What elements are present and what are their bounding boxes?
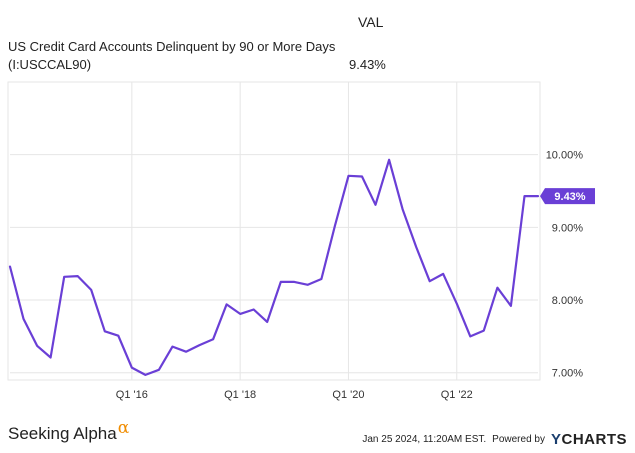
value-column-header: VAL	[358, 14, 384, 30]
y-tick-label: 7.00%	[552, 368, 583, 380]
ycharts-logo-initial: Y	[550, 431, 562, 448]
series-current-value: 9.43%	[349, 57, 386, 72]
series-line[interactable]	[8, 158, 540, 376]
x-tick-label: Q1 '22	[441, 389, 473, 401]
y-axis-tick-labels: 7.00% 8.00% 9.00% 10.00%	[546, 150, 584, 380]
chart-footer: Jan 25 2024, 11:20AM EST. Powered by YCH…	[362, 431, 627, 448]
plot-area-border	[7, 81, 541, 381]
x-axis-tick-labels: Q1 '16 Q1 '18 Q1 '20 Q1 '22	[116, 389, 473, 401]
x-tick-label: Q1 '18	[224, 389, 256, 401]
brand-name: Seeking Alpha	[8, 424, 117, 443]
y-tick-label: 9.00%	[552, 222, 583, 234]
series-name[interactable]: US Credit Card Accounts Delinquent by 90…	[8, 39, 336, 54]
seeking-alpha-logo[interactable]: Seeking Alphaα	[8, 418, 129, 444]
chart-timestamp: Jan 25 2024, 11:20AM EST.	[362, 434, 487, 445]
last-value-callout-background	[540, 188, 595, 205]
ycharts-logo-text: CHARTS	[561, 431, 627, 448]
vertical-gridlines	[131, 82, 458, 380]
y-tick-label: 10.00%	[546, 150, 584, 162]
powered-by-label: Powered by	[492, 434, 545, 445]
x-tick-label: Q1 '20	[332, 389, 364, 401]
last-value-label: 9.43%	[554, 191, 585, 203]
alpha-logo-icon: α	[117, 418, 130, 438]
y-tick-label: 8.00%	[552, 295, 583, 307]
horizontal-gridlines	[10, 154, 538, 374]
x-tick-label: Q1 '16	[116, 389, 148, 401]
ycharts-logo[interactable]: YCHARTS	[551, 431, 627, 448]
last-value-callout: 9.43%	[540, 188, 595, 205]
series-code: (I:USCCAL90)	[8, 57, 92, 72]
